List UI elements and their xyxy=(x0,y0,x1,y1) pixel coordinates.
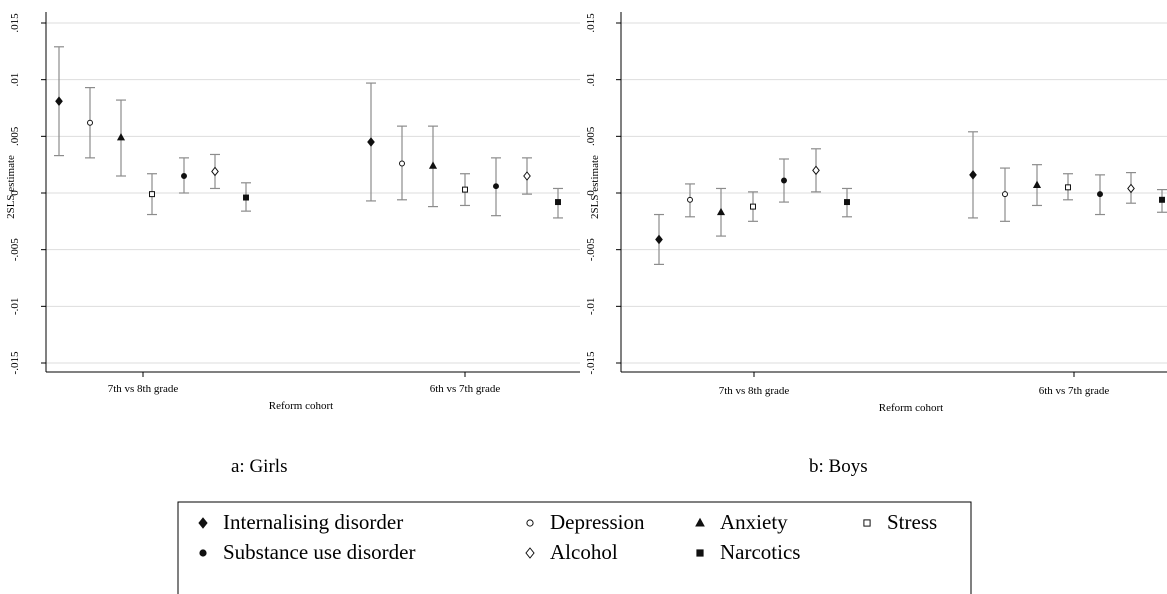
point-estimate xyxy=(687,196,693,203)
y-tick-label: .015 xyxy=(585,13,597,33)
y-tick-label: 0 xyxy=(9,190,21,196)
point-estimate xyxy=(493,183,499,190)
y-tick-label: -.005 xyxy=(9,238,21,261)
panel-girls: .015 .01 .005 0 -.005 -.01 -.015 2SLS estimate 7… xyxy=(5,12,580,412)
point-estimate xyxy=(969,170,977,180)
legend-marker xyxy=(199,549,207,557)
point-estimate xyxy=(243,194,249,201)
point-estimate xyxy=(181,173,187,179)
legend: Internalising disorder Depression Anxiety S… xyxy=(177,501,972,594)
legend-marker xyxy=(695,517,705,527)
legend-label: Stress xyxy=(887,510,937,534)
caption-girls: a: Girls xyxy=(231,456,287,477)
y-tick-label: -.015 xyxy=(585,351,597,374)
point-estimate xyxy=(211,166,219,177)
y-axis-title: 2SLS estimate xyxy=(5,155,17,219)
point-estimate xyxy=(116,133,126,141)
point-estimate xyxy=(523,171,531,181)
y-tick-label: 0 xyxy=(585,190,597,196)
point-estimate xyxy=(750,203,756,210)
legend-label: Depression xyxy=(550,510,645,534)
legend-label: Internalising disorder xyxy=(223,510,403,534)
point-estimate xyxy=(716,207,726,216)
point-estimate xyxy=(1032,180,1042,188)
panel-boys: .015 .01 .005 0 -.005 -.01 -.015 2SLS estimate 7… xyxy=(585,12,1167,414)
y-tick-label: .015 xyxy=(9,13,21,33)
point-estimate xyxy=(844,199,850,206)
point-estimate xyxy=(1127,183,1135,194)
y-axis-title: 2SLS estimate xyxy=(589,155,601,219)
point-estimate xyxy=(1159,196,1165,203)
y-tick-label: -.015 xyxy=(9,351,21,374)
point-estimate xyxy=(399,160,405,167)
point-estimate xyxy=(149,191,155,198)
point-estimate xyxy=(1065,184,1071,191)
legend-label: Substance use disorder xyxy=(223,540,415,564)
point-estimate xyxy=(87,119,93,126)
legend-marker xyxy=(525,547,535,559)
point-estimate xyxy=(428,161,438,169)
legend-marker xyxy=(526,519,534,527)
point-estimate xyxy=(555,199,561,206)
legend-marker xyxy=(696,549,704,557)
plot-area xyxy=(46,12,580,372)
y-tick-label: .01 xyxy=(9,73,21,87)
legend-marker xyxy=(198,517,208,529)
y-tick-label: -.01 xyxy=(585,298,597,315)
y-tick-label: -.005 xyxy=(585,238,597,261)
legend-marker xyxy=(863,519,871,527)
point-estimate xyxy=(367,137,375,147)
x-axis-title: Reform cohort xyxy=(269,400,333,412)
y-tick-label: .01 xyxy=(585,73,597,87)
legend-label: Anxiety xyxy=(720,510,788,534)
plot-area xyxy=(621,12,1167,372)
legend-label: Narcotics xyxy=(720,540,800,564)
x-axis-title: Reform cohort xyxy=(879,402,943,414)
caption-boys: b: Boys xyxy=(809,456,868,477)
point-estimate xyxy=(462,186,468,193)
y-tick-label: .005 xyxy=(9,126,21,146)
point-estimate xyxy=(1097,191,1103,198)
x-tick-label: 7th vs 8th grade xyxy=(108,383,179,395)
x-tick-label: 6th vs 7th grade xyxy=(430,383,501,395)
point-estimate xyxy=(655,234,663,245)
point-estimate xyxy=(781,177,787,184)
legend-box xyxy=(177,501,972,594)
point-estimate xyxy=(1002,191,1008,198)
point-estimate xyxy=(55,96,63,107)
y-tick-label: .005 xyxy=(585,126,597,146)
point-estimate xyxy=(812,165,820,176)
legend-label: Alcohol xyxy=(550,540,618,564)
y-tick-label: -.01 xyxy=(9,298,21,315)
x-tick-label: 6th vs 7th grade xyxy=(1039,385,1110,397)
x-tick-label: 7th vs 8th grade xyxy=(719,385,790,397)
